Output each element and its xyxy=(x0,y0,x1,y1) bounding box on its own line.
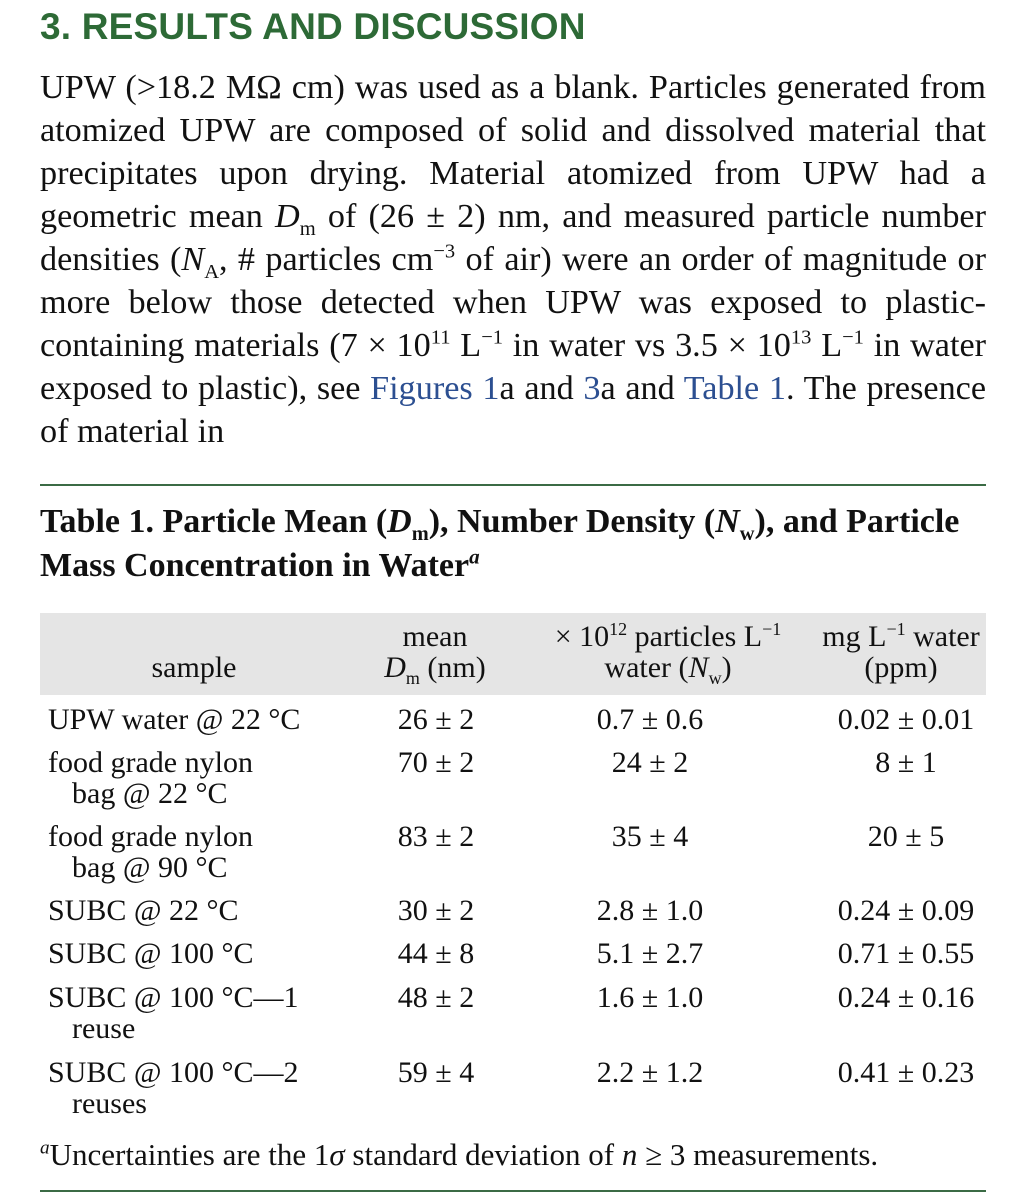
figure-3-link[interactable]: 3 xyxy=(583,370,601,407)
cell-mean: 59 ± 4 xyxy=(397,1056,475,1089)
cell-number-density: 5.1 ± 2.7 xyxy=(596,937,704,970)
cell-mean: 70 ± 2 xyxy=(397,746,475,779)
cell-sample: SUBC @ 100 °C—2 reuses xyxy=(48,1056,299,1120)
table-header-row xyxy=(40,613,986,695)
cell-mean: 83 ± 2 xyxy=(397,820,475,853)
table-footnote: aUncertainties are the 1σ standard devia… xyxy=(40,1137,879,1172)
table-caption: Table 1. Particle Mean (Dm), Number Dens… xyxy=(40,503,960,584)
cell-mass-concentration: 0.02 ± 0.01 xyxy=(837,703,975,736)
cell-sample: food grade nylon bag @ 22 °C xyxy=(48,746,253,810)
table-top-rule xyxy=(40,484,986,486)
cell-mass-concentration: 0.24 ± 0.16 xyxy=(837,981,975,1014)
figure-1-link[interactable]: Figures 1 xyxy=(370,370,500,407)
column-header-mass-concentration: mg L−1 water (ppm) xyxy=(822,619,980,684)
table-bottom-rule xyxy=(40,1190,986,1192)
cell-mean: 44 ± 8 xyxy=(397,937,475,970)
cell-number-density: 24 ± 2 xyxy=(611,746,689,779)
cell-sample: SUBC @ 22 °C xyxy=(48,894,239,927)
cell-number-density: 2.2 ± 1.2 xyxy=(596,1056,704,1089)
cell-mass-concentration: 0.41 ± 0.23 xyxy=(837,1056,975,1089)
article-page: 3. RESULTS AND DISCUSSION UPW (>18.2 MΩ … xyxy=(40,0,986,1200)
column-header-mean: mean Dm (nm) xyxy=(384,620,486,688)
cell-sample: UPW water @ 22 °C xyxy=(48,703,301,736)
cell-number-density: 1.6 ± 1.0 xyxy=(596,981,704,1014)
cell-number-density: 35 ± 4 xyxy=(611,820,689,853)
cell-mass-concentration: 0.71 ± 0.55 xyxy=(837,937,975,970)
cell-mean: 30 ± 2 xyxy=(397,894,475,927)
cell-number-density: 2.8 ± 1.0 xyxy=(596,894,704,927)
body-paragraph: UPW (>18.2 MΩ cm) was used as a blank. P… xyxy=(40,69,987,450)
cell-mean: 48 ± 2 xyxy=(397,981,475,1014)
cell-number-density: 0.7 ± 0.6 xyxy=(596,703,704,736)
column-header-number-density: × 1012 particles L−1 water (Nw) xyxy=(554,619,782,688)
section-heading: 3. RESULTS AND DISCUSSION xyxy=(40,6,586,47)
table-1-link[interactable]: Table 1 xyxy=(683,370,787,407)
cell-mean: 26 ± 2 xyxy=(397,703,475,736)
column-header-sample: sample xyxy=(151,651,237,684)
cell-mass-concentration: 0.24 ± 0.09 xyxy=(837,894,975,927)
cell-mass-concentration: 8 ± 1 xyxy=(875,746,937,779)
cell-sample: SUBC @ 100 °C xyxy=(48,937,254,970)
cell-sample: food grade nylon bag @ 90 °C xyxy=(48,820,253,884)
cell-mass-concentration: 20 ± 5 xyxy=(867,820,945,853)
cell-sample: SUBC @ 100 °C—1 reuse xyxy=(48,981,299,1045)
